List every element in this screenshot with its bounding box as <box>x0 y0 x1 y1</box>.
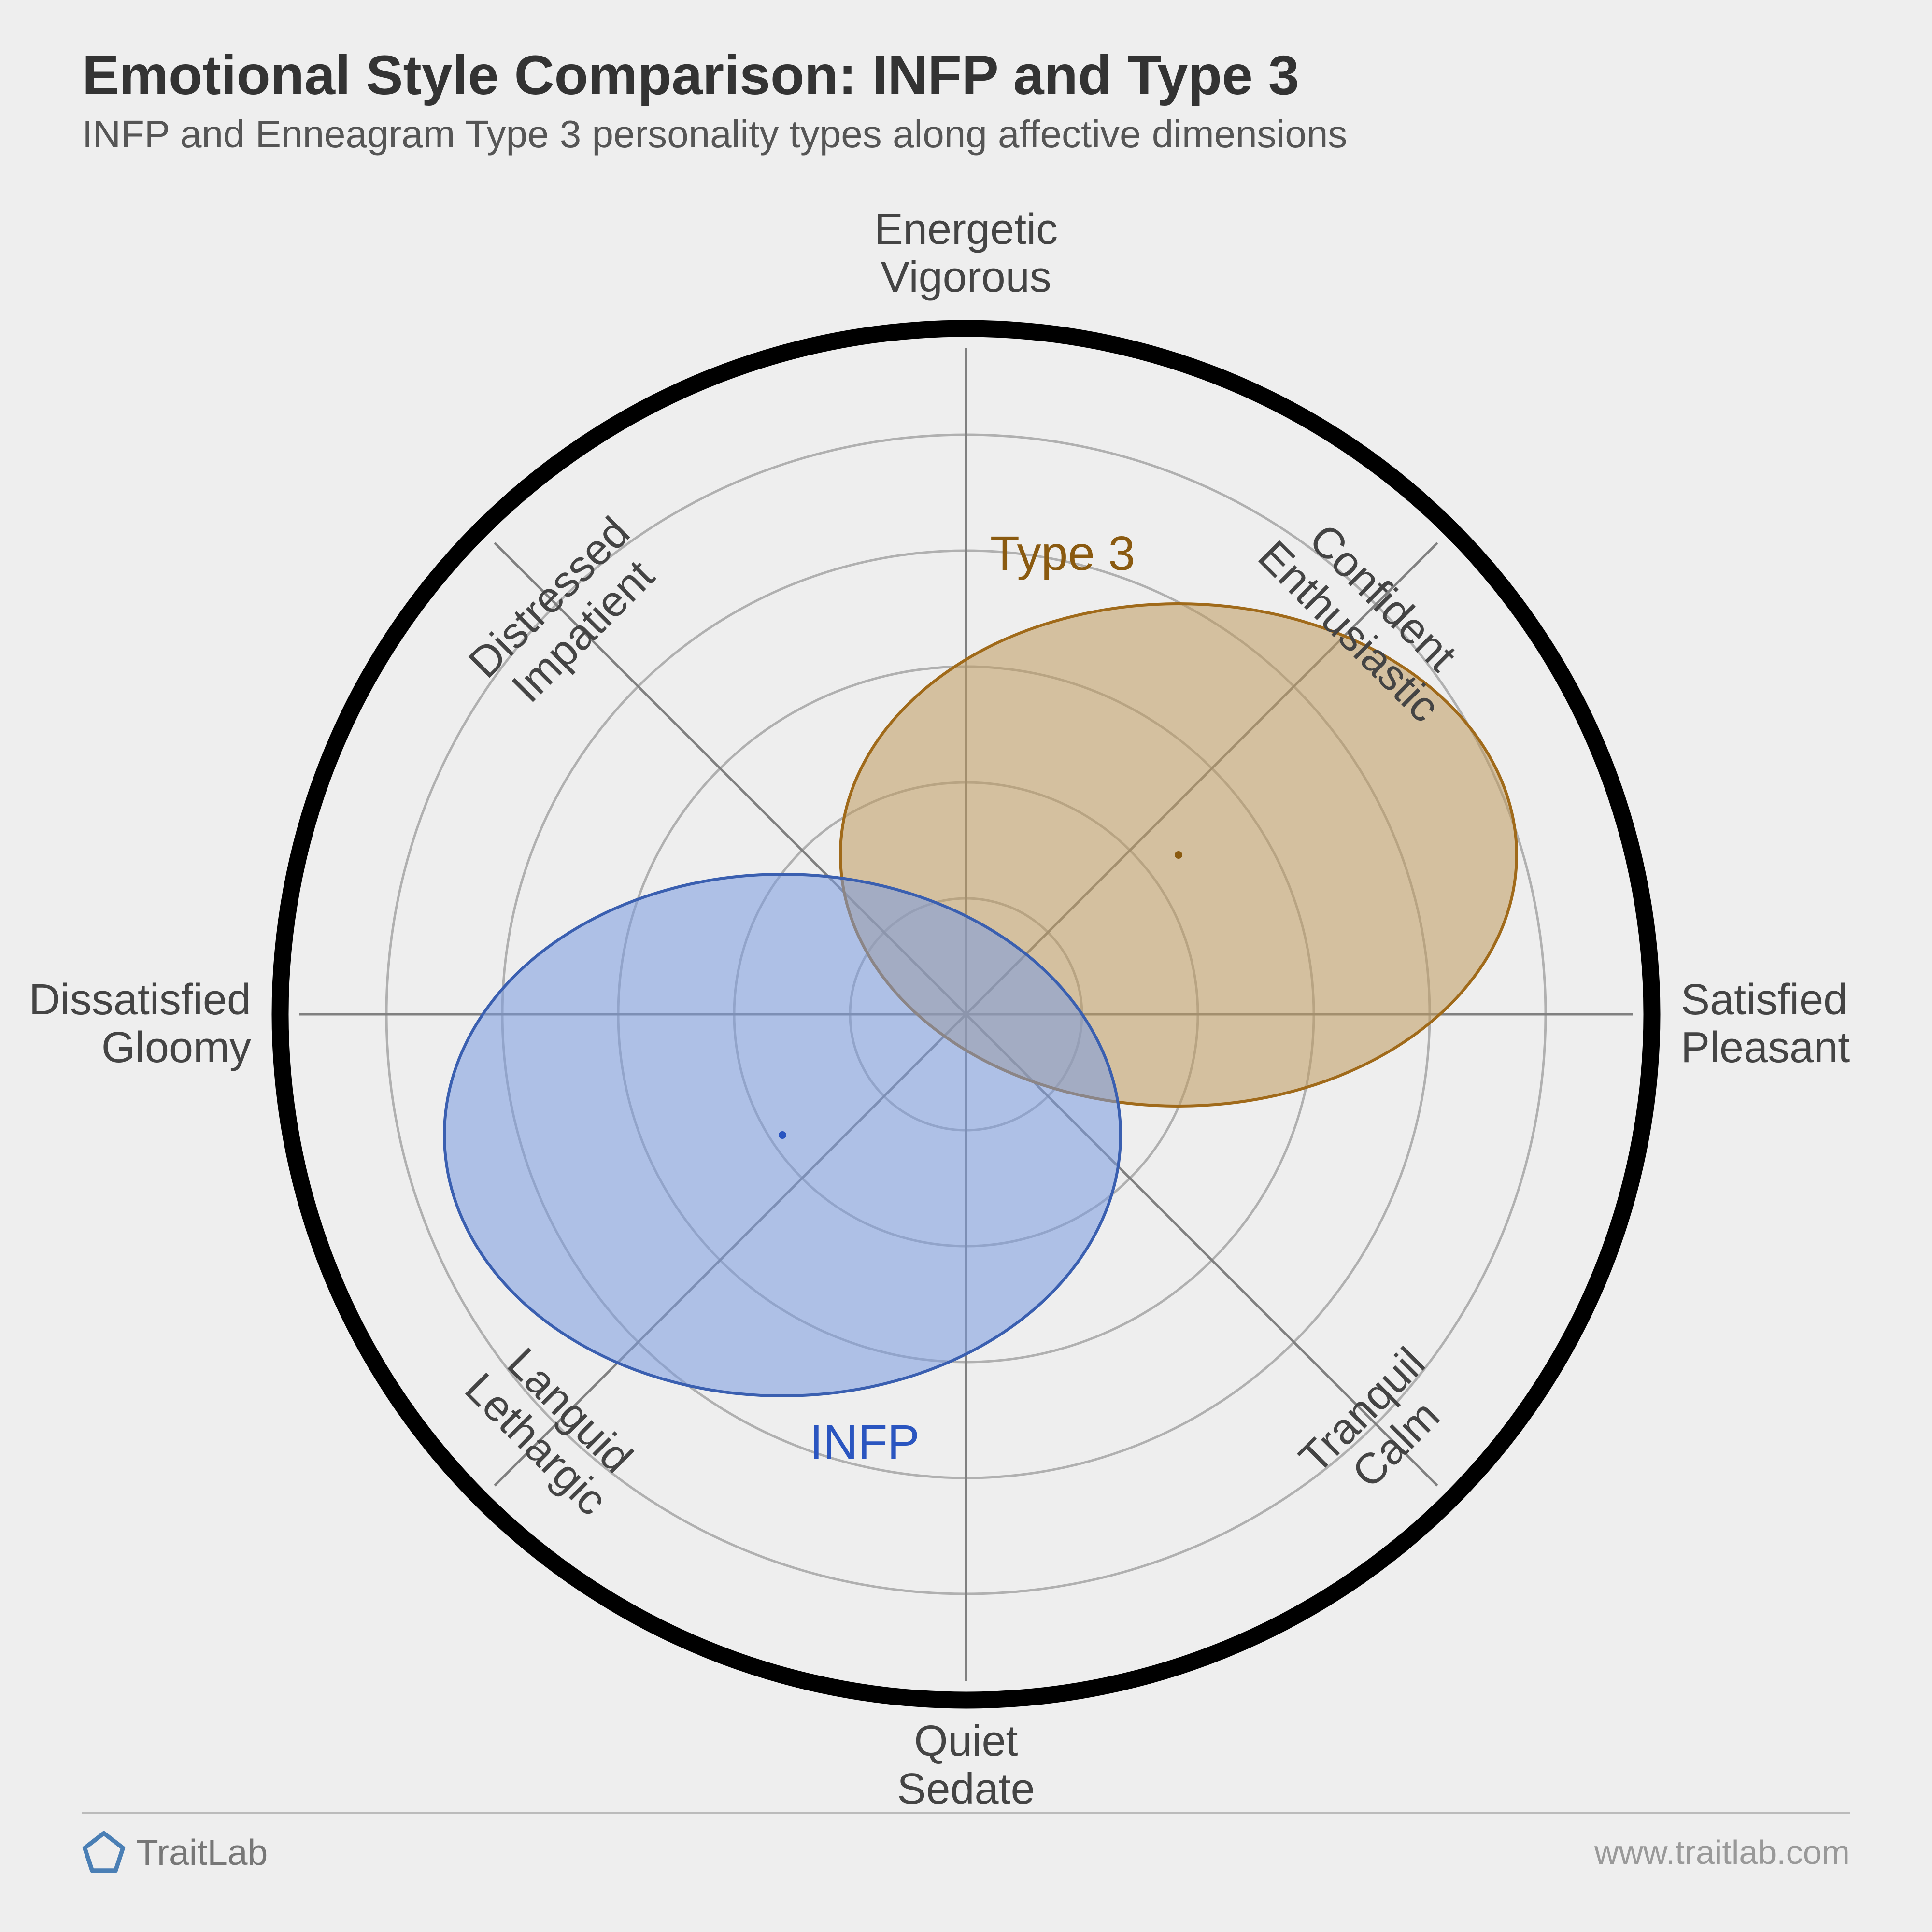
axis-label: DissatisfiedGloomy <box>29 976 251 1072</box>
axis-label: QuietSedate <box>897 1717 1035 1813</box>
brand: TraitLab <box>82 1831 268 1874</box>
footer: TraitLab www.traitlab.com <box>82 1812 1850 1874</box>
axis-label: SatisfiedPleasant <box>1681 976 1850 1072</box>
series-label: Type 3 <box>990 526 1135 581</box>
axis-label: EnergeticVigorous <box>874 205 1058 301</box>
brand-logo-icon <box>82 1831 126 1874</box>
series-label: INFP <box>810 1415 920 1469</box>
chart-card: Emotional Style Comparison: INFP and Typ… <box>0 0 1932 1932</box>
circumplex-chart: EnergeticVigorousConfidentEnthusiasticSa… <box>0 0 1932 1932</box>
brand-name: TraitLab <box>136 1832 268 1873</box>
site-url: www.traitlab.com <box>1594 1833 1850 1872</box>
